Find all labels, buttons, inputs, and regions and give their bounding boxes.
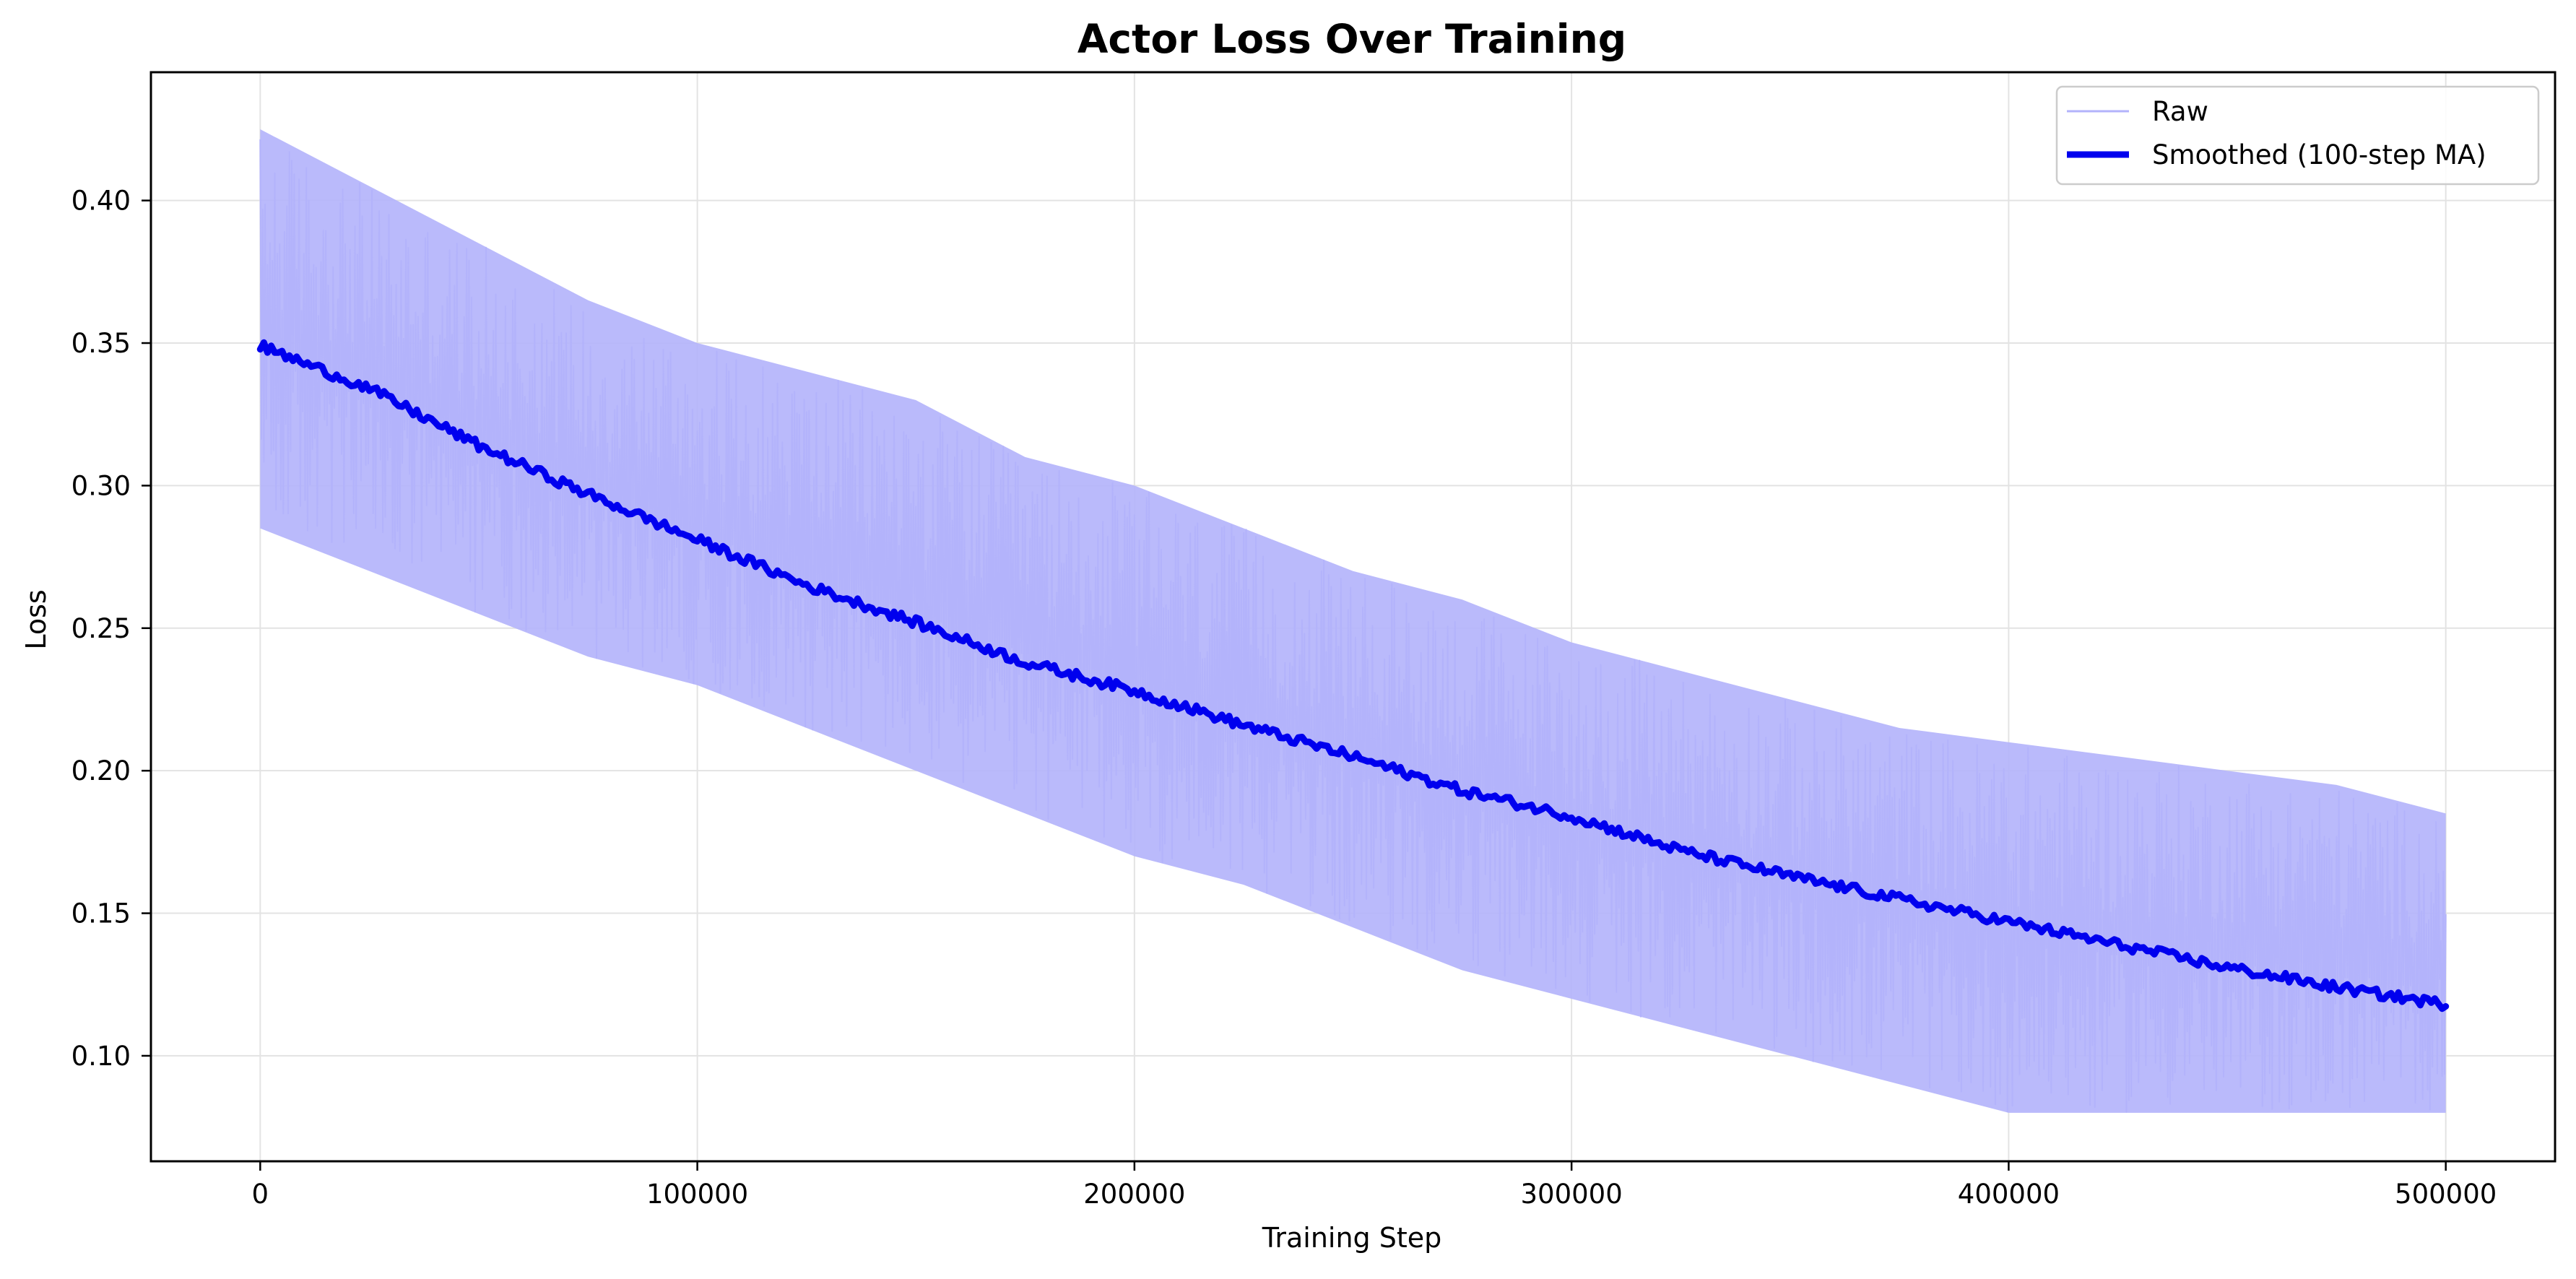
- legend-label-raw: Raw: [2152, 96, 2208, 127]
- tick-layer: 0 100000 200000 300000 400000 500000 0.10 0.15 0…: [71, 186, 2497, 1210]
- y-axis-label: Loss: [20, 589, 52, 649]
- legend: Raw Smoothed (100-step MA): [2055, 85, 2540, 186]
- x-tick-label: 0: [252, 1179, 269, 1210]
- legend-label-smoothed: Smoothed (100-step MA): [2152, 139, 2486, 170]
- y-tick-label: 0.40: [71, 186, 131, 217]
- y-tick-label: 0.25: [71, 613, 131, 644]
- axes-frame: [149, 71, 2557, 1163]
- x-tick-label: 100000: [646, 1179, 748, 1210]
- x-tick-label: 500000: [2395, 1179, 2497, 1210]
- y-tick-label: 0.30: [71, 470, 131, 501]
- plot-layer: [256, 129, 2450, 1113]
- x-tick-label: 300000: [1521, 1179, 1623, 1210]
- y-tick-label: 0.10: [71, 1041, 131, 1072]
- legend-box: [2055, 85, 2540, 186]
- x-tick-label: 400000: [1958, 1179, 2060, 1210]
- y-tick-label: 0.35: [71, 328, 131, 359]
- x-axis-label: Training Step: [1262, 1222, 1442, 1254]
- chart-title: Actor Loss Over Training: [1077, 16, 1626, 62]
- y-tick-label: 0.20: [71, 755, 131, 786]
- y-tick-label: 0.15: [71, 898, 131, 929]
- raw-series-line: [259, 139, 2447, 1113]
- smoothed-series-line: [256, 339, 2450, 1013]
- x-tick-label: 200000: [1083, 1179, 1185, 1210]
